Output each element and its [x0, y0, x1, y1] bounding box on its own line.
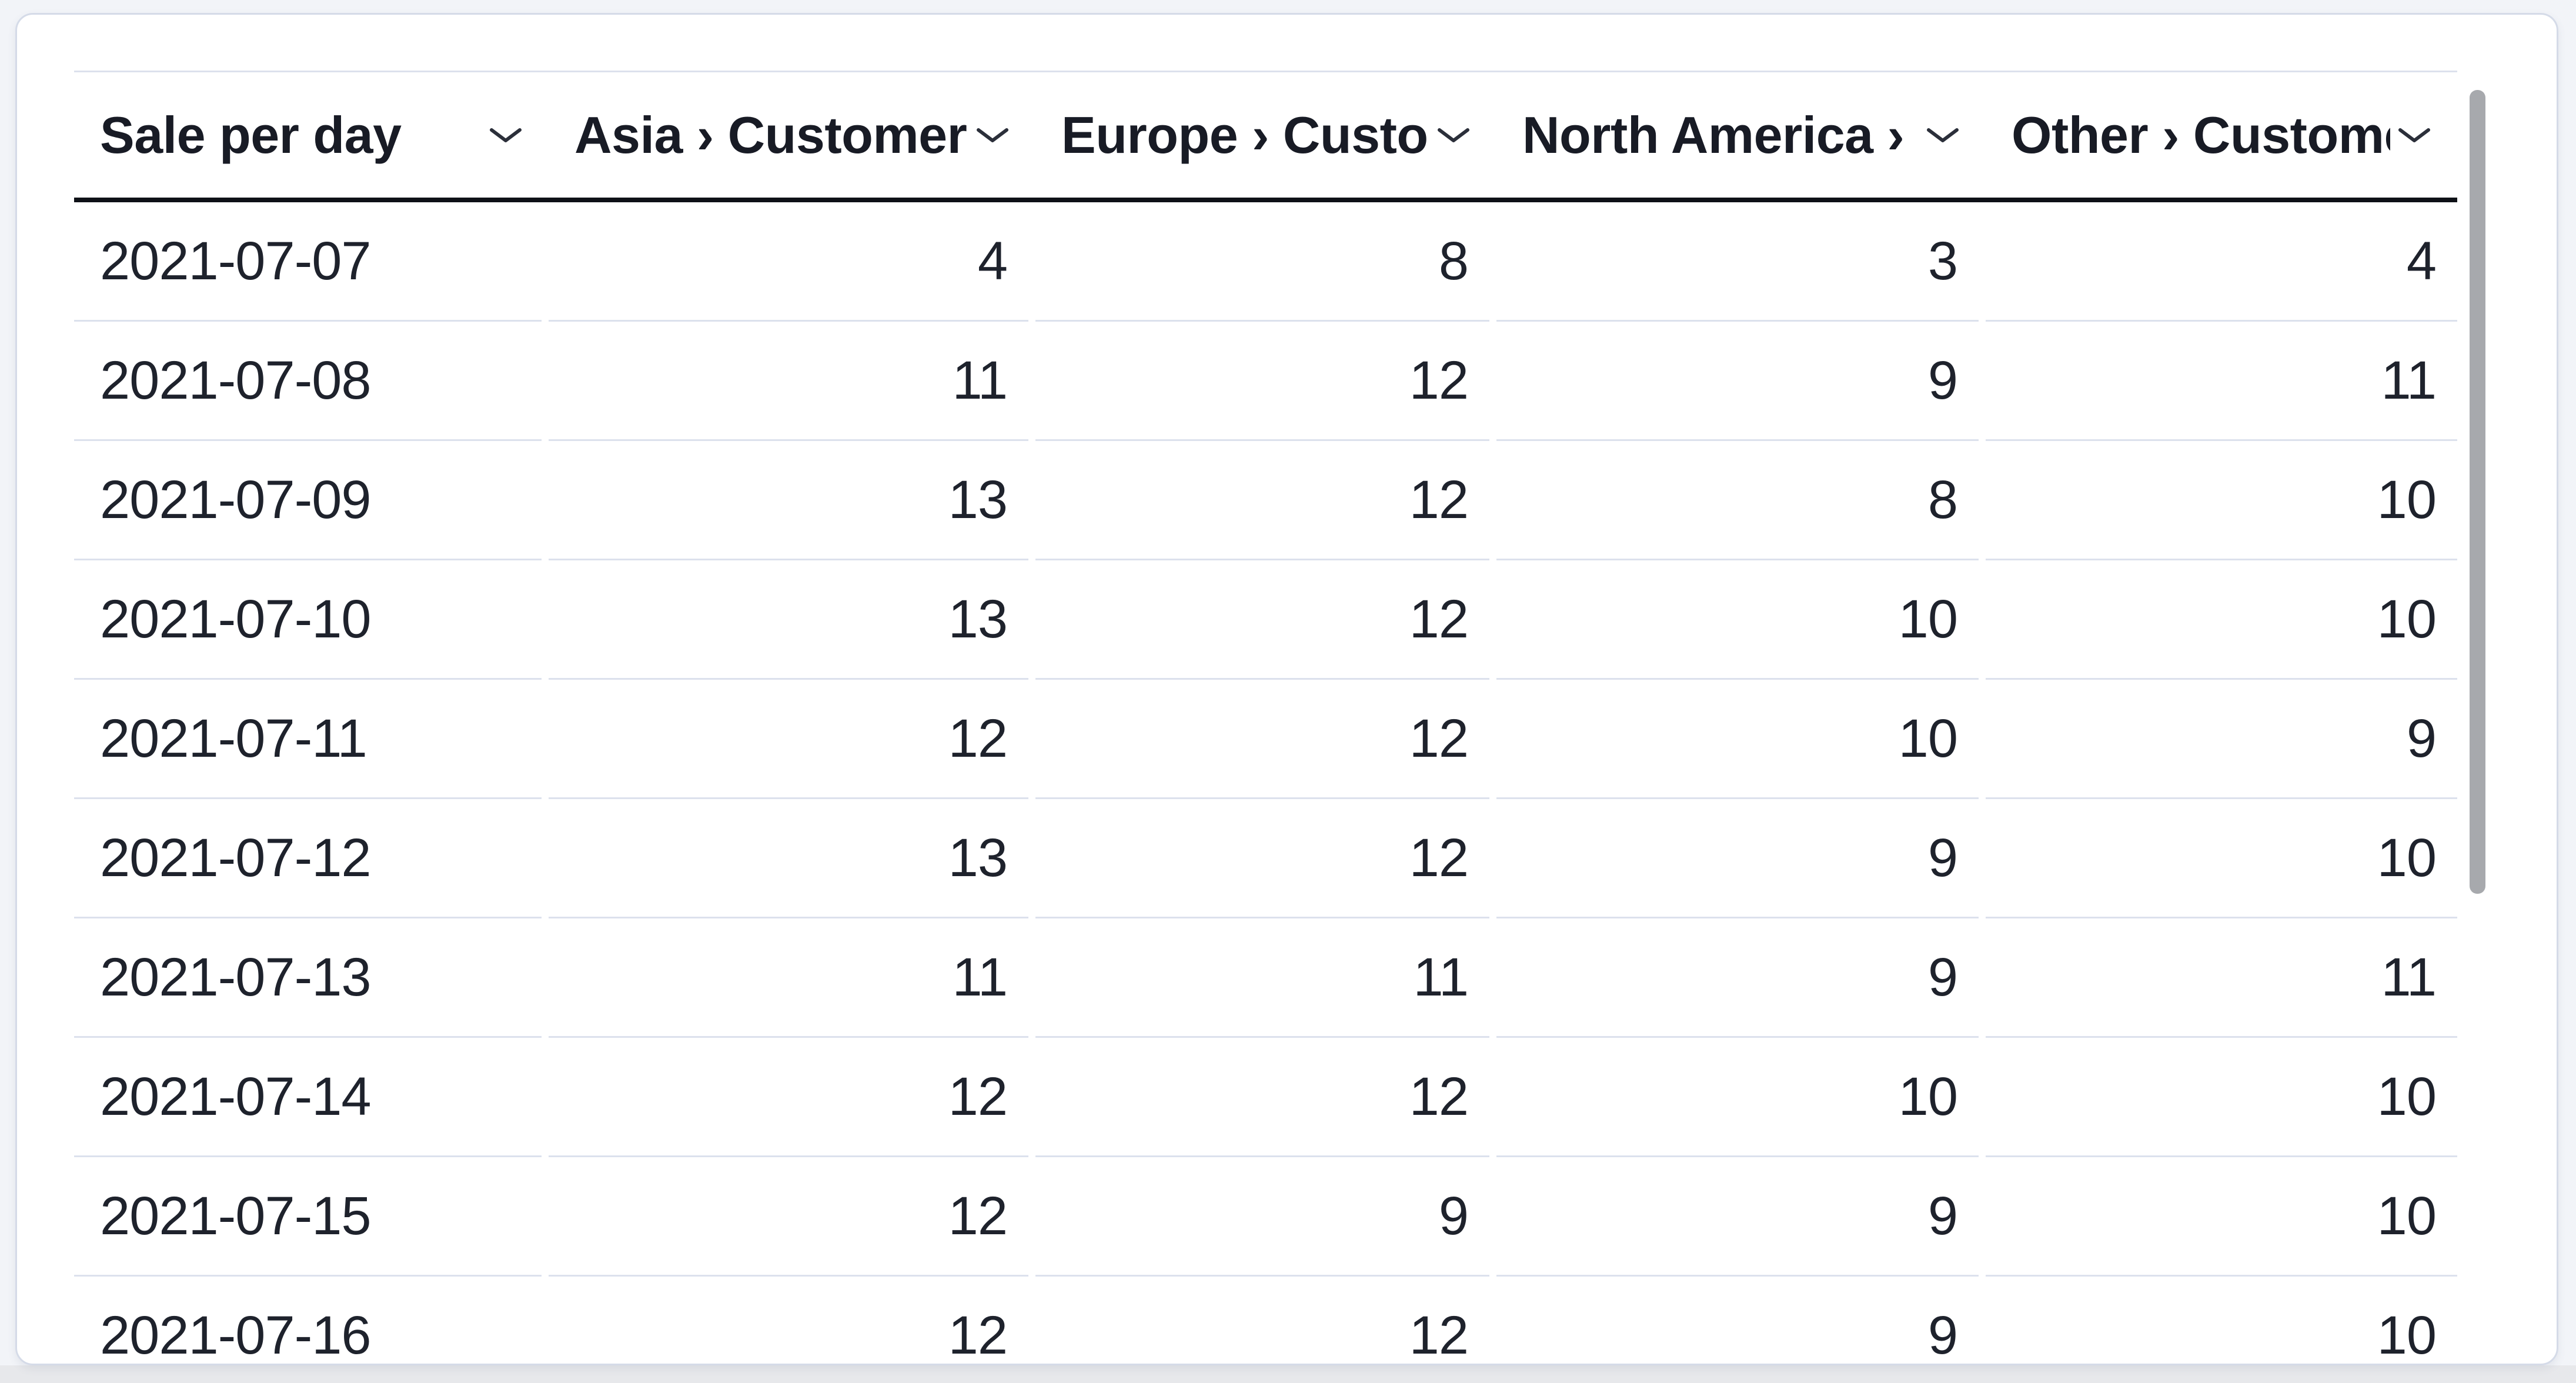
value-cell[interactable]: 10	[1986, 1157, 2457, 1277]
table-top-border	[74, 71, 2457, 72]
column-header-label: Asia › Customers	[574, 105, 968, 164]
value-cell[interactable]: 12	[1035, 560, 1489, 680]
value-cell[interactable]: 12	[1035, 441, 1489, 560]
table-row: 2021-07-07 4 8 3 4	[74, 202, 2457, 322]
chevron-down-icon[interactable]	[1926, 126, 1960, 144]
value-cell[interactable]: 9	[1496, 1277, 1979, 1364]
table-row: 2021-07-14 12 12 10 10	[74, 1038, 2457, 1157]
table-row: 2021-07-15 12 9 9 10	[74, 1157, 2457, 1277]
value-cell[interactable]: 11	[549, 918, 1028, 1038]
date-cell[interactable]: 2021-07-15	[74, 1157, 542, 1277]
chevron-down-icon[interactable]	[1436, 126, 1471, 144]
value-cell[interactable]: 4	[549, 202, 1028, 322]
value-cell[interactable]: 12	[1035, 1277, 1489, 1364]
column-header-label: Other › Customers	[2012, 105, 2390, 164]
table-row: 2021-07-16 12 12 9 10	[74, 1277, 2457, 1364]
value-cell[interactable]: 12	[549, 680, 1028, 799]
value-cell[interactable]: 11	[1986, 322, 2457, 441]
value-cell[interactable]: 12	[1035, 799, 1489, 918]
date-cell[interactable]: 2021-07-09	[74, 441, 542, 560]
value-cell[interactable]: 8	[1496, 441, 1979, 560]
value-cell[interactable]: 11	[549, 322, 1028, 441]
value-cell[interactable]: 10	[1986, 1038, 2457, 1157]
column-header-label: Europe › Customers	[1061, 105, 1429, 164]
value-cell[interactable]: 12	[549, 1038, 1028, 1157]
value-cell[interactable]: 10	[1986, 441, 2457, 560]
chevron-down-icon[interactable]	[489, 126, 523, 144]
value-cell[interactable]: 10	[1986, 1277, 2457, 1364]
value-cell[interactable]: 13	[549, 799, 1028, 918]
value-cell[interactable]: 9	[1496, 1157, 1979, 1277]
value-cell[interactable]: 11	[1035, 918, 1489, 1038]
date-cell[interactable]: 2021-07-13	[74, 918, 542, 1038]
table-row: 2021-07-10 13 12 10 10	[74, 560, 2457, 680]
value-cell[interactable]: 12	[549, 1157, 1028, 1277]
page-bottom-strip	[0, 1365, 2576, 1383]
column-header-label: North America › Customers	[1522, 105, 1919, 164]
value-cell[interactable]: 10	[1986, 799, 2457, 918]
value-cell[interactable]: 9	[1986, 680, 2457, 799]
sales-table: Sale per day Asia › Customers Europe › C…	[74, 71, 2457, 1364]
value-cell[interactable]: 9	[1496, 918, 1979, 1038]
table-header-row: Sale per day Asia › Customers Europe › C…	[74, 72, 2457, 198]
value-cell[interactable]: 3	[1496, 202, 1979, 322]
value-cell[interactable]: 10	[1496, 560, 1979, 680]
value-cell[interactable]: 12	[1035, 322, 1489, 441]
value-cell[interactable]: 9	[1035, 1157, 1489, 1277]
value-cell[interactable]: 12	[1035, 1038, 1489, 1157]
table-row: 2021-07-11 12 12 10 9	[74, 680, 2457, 799]
header-divider	[74, 198, 2457, 202]
table-row: 2021-07-09 13 12 8 10	[74, 441, 2457, 560]
value-cell[interactable]: 9	[1496, 322, 1979, 441]
value-cell[interactable]: 10	[1986, 560, 2457, 680]
date-cell[interactable]: 2021-07-07	[74, 202, 542, 322]
table-body: 2021-07-07 4 8 3 4 2021-07-08 11 12 9 11 2021-07-0…	[74, 202, 2457, 1364]
table-row: 2021-07-13 11 11 9 11	[74, 918, 2457, 1038]
table-row: 2021-07-08 11 12 9 11	[74, 322, 2457, 441]
value-cell[interactable]: 8	[1035, 202, 1489, 322]
value-cell[interactable]: 13	[549, 560, 1028, 680]
value-cell[interactable]: 4	[1986, 202, 2457, 322]
value-cell[interactable]: 9	[1496, 799, 1979, 918]
column-header-asia-customers[interactable]: Asia › Customers	[549, 72, 1035, 198]
date-cell[interactable]: 2021-07-16	[74, 1277, 542, 1364]
column-header-sale-per-day[interactable]: Sale per day	[74, 72, 549, 198]
value-cell[interactable]: 10	[1496, 680, 1979, 799]
date-cell[interactable]: 2021-07-14	[74, 1038, 542, 1157]
date-cell[interactable]: 2021-07-11	[74, 680, 542, 799]
date-cell[interactable]: 2021-07-12	[74, 799, 542, 918]
column-header-europe-customers[interactable]: Europe › Customers	[1035, 72, 1496, 198]
date-cell[interactable]: 2021-07-08	[74, 322, 542, 441]
value-cell[interactable]: 12	[549, 1277, 1028, 1364]
chevron-down-icon[interactable]	[2397, 126, 2431, 144]
value-cell[interactable]: 13	[549, 441, 1028, 560]
vertical-scrollbar[interactable]	[2470, 90, 2485, 894]
column-header-other-customers[interactable]: Other › Customers	[1986, 72, 2457, 198]
table-card: Sale per day Asia › Customers Europe › C…	[15, 13, 2558, 1365]
column-header-north-america-customers[interactable]: North America › Customers	[1496, 72, 1986, 198]
date-cell[interactable]: 2021-07-10	[74, 560, 542, 680]
chevron-down-icon[interactable]	[975, 126, 1010, 144]
column-header-label: Sale per day	[100, 105, 402, 164]
value-cell[interactable]: 11	[1986, 918, 2457, 1038]
table-row: 2021-07-12 13 12 9 10	[74, 799, 2457, 918]
value-cell[interactable]: 12	[1035, 680, 1489, 799]
value-cell[interactable]: 10	[1496, 1038, 1979, 1157]
